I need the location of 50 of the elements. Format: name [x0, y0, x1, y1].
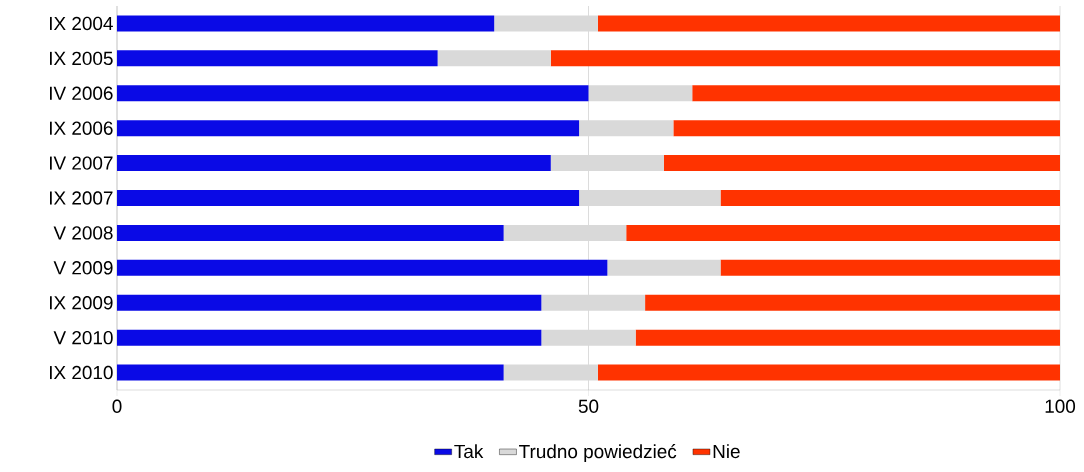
bar: [494, 15, 598, 32]
bar: [663, 155, 1061, 172]
bar: [117, 329, 542, 346]
bar: [117, 259, 608, 276]
y-tick-label: IX 2006: [49, 121, 113, 135]
bar: [117, 364, 504, 381]
legend-label: Nie: [713, 444, 740, 459]
bar: [597, 15, 1061, 32]
bar: [720, 190, 1061, 206]
bar: [597, 364, 1061, 381]
bar: [579, 190, 721, 206]
bar: [579, 120, 674, 137]
y-tick-label: IX 2005: [49, 51, 113, 66]
bar: [117, 294, 542, 311]
y-tick-label: IX 2009: [49, 296, 113, 310]
x-tick-label: 0: [112, 399, 122, 413]
bar: [626, 224, 1061, 241]
bar: [117, 50, 438, 67]
bar: [692, 85, 1061, 102]
bar: [607, 259, 721, 276]
y-tick-label: IX 2007: [49, 191, 113, 205]
bar: [117, 190, 580, 206]
bar: [550, 50, 1061, 67]
bar: [503, 224, 627, 241]
bar: [720, 259, 1061, 276]
bar: [541, 329, 636, 346]
bar: [550, 155, 664, 172]
legend-label: Tak: [454, 444, 484, 459]
bar: [645, 294, 1061, 311]
bar: [588, 85, 693, 102]
x-tick-label: 100: [1045, 399, 1076, 413]
bar: [117, 155, 551, 172]
bar: [117, 224, 504, 241]
bar: [437, 50, 551, 67]
x-tick-label: 50: [578, 399, 599, 413]
bar: [117, 15, 495, 32]
y-tick-label: V 2009: [53, 261, 113, 275]
bar: [635, 329, 1061, 346]
bar: [117, 85, 589, 102]
y-tick-label: IV 2007: [49, 156, 113, 170]
bar: [673, 120, 1061, 137]
y-tick-label: IX 2004: [49, 16, 113, 31]
bar: [503, 364, 598, 381]
y-tick-label: IX 2010: [49, 365, 113, 380]
bar: [541, 294, 646, 311]
y-tick-label: IV 2006: [49, 86, 113, 100]
y-tick-label: V 2010: [53, 330, 113, 345]
y-tick-label: V 2008: [53, 226, 113, 240]
bar: [117, 120, 580, 137]
legend-label: Trudno powiedzieć: [519, 444, 677, 462]
